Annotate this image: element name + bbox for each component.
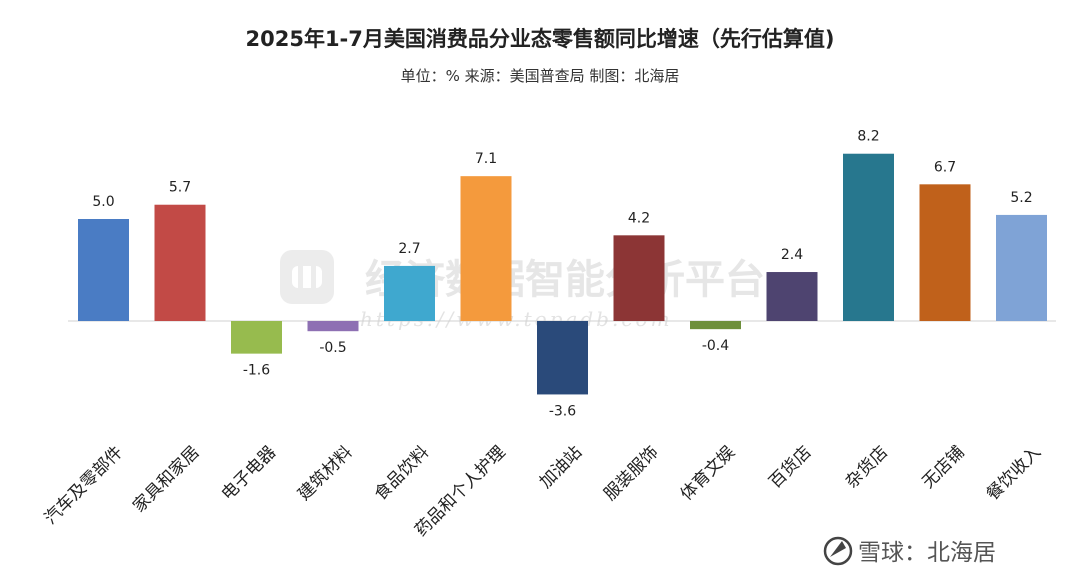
bar-12 xyxy=(919,184,971,321)
bar-13 xyxy=(996,214,1047,321)
category-label-13: 餐饮收入 xyxy=(983,442,1045,504)
bar-6 xyxy=(460,176,512,321)
value-labels-group: 5.0 5.7 -1.6 -0.5 2.7 7.1 -3.6 4.2 -0.4 2.4 8.2 6.7… xyxy=(92,129,1032,420)
value-label-3: -1.6 xyxy=(243,363,270,379)
branding-text: 雪球：北海居 xyxy=(858,540,996,566)
value-label-5: 2.7 xyxy=(398,241,420,257)
category-label-7: 加油站 xyxy=(536,442,586,492)
bar-1 xyxy=(78,219,129,321)
category-label-4: 建筑材料 xyxy=(294,442,356,504)
bar-5 xyxy=(384,265,435,321)
bar-9 xyxy=(690,321,741,330)
category-label-5: 食品饮料 xyxy=(371,442,433,504)
category-label-1: 汽车及零部件 xyxy=(41,442,127,528)
value-label-6: 7.1 xyxy=(475,151,497,167)
bar-3 xyxy=(231,321,282,354)
bar-4 xyxy=(307,321,359,332)
value-label-1: 5.0 xyxy=(92,194,114,210)
chart-title: 2025年1-7月美国消费品分业态零售额同比增速（先行估算值) xyxy=(246,27,835,51)
value-label-13: 5.2 xyxy=(1010,190,1032,206)
watermark: 经济数据智能分析平台 https://www.topadb.com xyxy=(280,250,765,331)
bars-group xyxy=(78,153,1047,395)
category-label-11: 杂货店 xyxy=(842,442,892,492)
bar-11 xyxy=(843,153,894,321)
chart-subtitle: 单位：% 来源：美国普查局 制图：北海居 xyxy=(401,67,680,85)
category-label-8: 服装服饰 xyxy=(600,442,662,504)
category-label-3: 电子电器 xyxy=(218,442,280,504)
value-label-4: -0.5 xyxy=(319,340,346,356)
branding: 雪球：北海居 xyxy=(823,536,996,566)
snowball-logo-icon xyxy=(823,536,853,566)
value-label-12: 6.7 xyxy=(934,159,956,175)
category-label-2: 家具和家居 xyxy=(129,442,203,516)
category-label-10: 百货店 xyxy=(765,442,815,492)
bar-8 xyxy=(613,235,665,321)
watermark-logo-icon xyxy=(280,250,334,304)
category-label-9: 体育文娱 xyxy=(677,442,739,504)
value-label-9: -0.4 xyxy=(702,338,729,354)
value-label-10: 2.4 xyxy=(781,247,803,263)
value-label-2: 5.7 xyxy=(169,180,191,196)
value-label-8: 4.2 xyxy=(628,210,650,226)
bar-10 xyxy=(766,272,818,321)
value-label-11: 8.2 xyxy=(857,129,879,145)
bar-7 xyxy=(537,321,588,395)
category-label-12: 无店铺 xyxy=(918,442,968,492)
value-label-7: -3.6 xyxy=(549,403,576,419)
bar-2 xyxy=(154,204,206,321)
